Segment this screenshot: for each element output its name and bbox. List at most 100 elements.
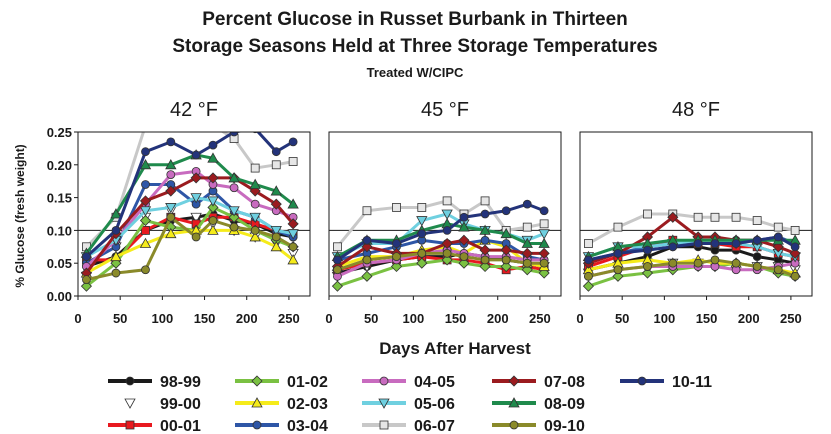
legend-label: 05-06: [414, 396, 455, 413]
data-point: [612, 270, 624, 282]
data-point: [228, 211, 240, 223]
data-point: [790, 271, 800, 281]
data-point: [667, 211, 679, 223]
x-tick-label: 50: [615, 311, 629, 326]
data-point: [480, 255, 490, 265]
data-point: [500, 260, 512, 273]
data-point: [416, 257, 428, 269]
x-tick-label: 100: [403, 311, 425, 326]
data-point: [480, 235, 490, 245]
panels: 42 °F 0.00 0.05 0.10 0.15 0.20 0.25 0 50 100 150 20…: [47, 99, 813, 326]
x-tick-label: 200: [738, 311, 760, 326]
legend-marker: [251, 375, 263, 387]
data-point: [192, 121, 200, 129]
y-tick-label: 0.15: [47, 191, 72, 206]
data-point: [731, 212, 741, 222]
legend-label: 07-08: [544, 374, 585, 391]
chart-title-line-2: Storage Seasons Held at Three Storage Te…: [172, 36, 657, 57]
data-point: [207, 172, 219, 184]
legend-label: 08-09: [544, 396, 585, 413]
series-line: [336, 202, 545, 262]
series-line: [588, 258, 796, 278]
data-point: [539, 206, 549, 216]
data-point: [522, 222, 532, 232]
data-point: [229, 183, 239, 193]
series-group: [80, 121, 299, 292]
data-point: [270, 185, 282, 196]
legend-marker: [637, 376, 647, 386]
data-point: [250, 199, 260, 209]
data-point: [270, 198, 282, 210]
legend-marker: [379, 376, 389, 386]
data-point: [392, 252, 401, 262]
legend-label: 00-01: [160, 418, 201, 434]
data-point: [165, 158, 177, 170]
data-point: [643, 209, 652, 219]
legend-marker: [125, 420, 135, 430]
x-tick-label: 150: [194, 311, 216, 326]
data-point: [207, 201, 219, 214]
y-tick-label: 0.05: [47, 256, 72, 271]
x-tick-label: 200: [487, 311, 509, 326]
data-point: [287, 254, 299, 265]
data-point: [333, 255, 342, 265]
data-point: [191, 150, 201, 160]
series-10-11: [333, 199, 549, 265]
data-point: [250, 163, 260, 173]
data-point: [271, 160, 281, 170]
data-point: [249, 212, 261, 224]
data-point: [271, 147, 281, 157]
data-point: [442, 248, 452, 258]
series-line: [85, 176, 295, 274]
data-point: [459, 252, 469, 262]
x-tick-label: 250: [529, 311, 551, 326]
data-point: [500, 227, 512, 239]
series-line: [587, 238, 796, 259]
data-point: [480, 196, 490, 206]
legend-marker: [509, 420, 519, 430]
legend-marker: [379, 420, 389, 430]
data-point: [139, 206, 152, 217]
legend-item-98-99: 98-99: [108, 374, 201, 391]
x-tick-label: 150: [696, 311, 718, 326]
data-point: [390, 260, 403, 273]
data-point: [190, 212, 202, 224]
chart-subtitle: Treated W/CIPC: [367, 65, 464, 80]
data-point: [479, 224, 491, 235]
legend-label: 04-05: [414, 374, 455, 391]
data-point: [417, 248, 427, 258]
legend-label: 98-99: [160, 374, 201, 391]
data-point: [362, 206, 372, 216]
data-point: [288, 137, 298, 147]
data-point: [458, 234, 470, 246]
series-group: [331, 196, 550, 292]
legend-label: 03-04: [287, 418, 328, 434]
data-point: [613, 265, 623, 275]
data-point: [641, 267, 654, 279]
legend-item-10-11: 10-11: [620, 374, 712, 391]
panel-title: 42 °F: [170, 99, 218, 121]
x-tick-label: 200: [236, 311, 258, 326]
data-point: [271, 232, 281, 242]
data-point: [752, 262, 762, 271]
data-point: [613, 222, 623, 232]
legend: 98-99 99-00 00-01 01-02 02-03 03-04 04-05 05-06…: [108, 374, 712, 434]
data-point: [458, 257, 470, 269]
data-point: [110, 250, 122, 262]
legend-label: 99-00: [160, 396, 201, 413]
data-point: [584, 255, 593, 265]
series-09-10: [333, 248, 549, 275]
series-10-11: [584, 232, 800, 265]
series-line: [85, 132, 294, 248]
data-point: [141, 121, 149, 129]
plot-frame: [77, 131, 311, 297]
data-point: [441, 254, 453, 266]
data-point: [790, 225, 800, 235]
data-point: [250, 225, 260, 235]
data-point: [139, 237, 152, 248]
x-tick-label: 50: [113, 311, 127, 326]
data-point: [773, 222, 783, 232]
legend-marker: [378, 398, 390, 409]
legend-item-99-00: 99-00: [124, 396, 201, 413]
legend-marker: [508, 375, 520, 387]
